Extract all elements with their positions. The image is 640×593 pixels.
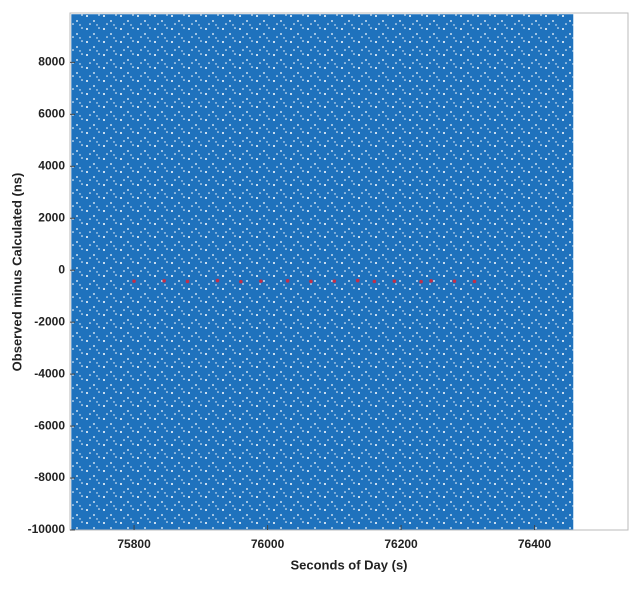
y-tick-label: 0 (58, 262, 65, 276)
data-point (472, 279, 477, 284)
data-point (372, 279, 377, 284)
data-point (259, 279, 263, 283)
y-tick-label: -8000 (34, 470, 65, 484)
data-point (162, 279, 166, 283)
y-tick-label: 6000 (38, 106, 65, 120)
y-axis-label: Observed minus Calculated (ns) (9, 173, 24, 372)
data-point (332, 279, 337, 283)
data-point (132, 279, 136, 283)
x-tick-label: 76200 (384, 537, 418, 551)
data-point (452, 279, 457, 283)
y-tick-label: -4000 (34, 366, 65, 380)
data-area (71, 14, 574, 530)
data-point (215, 278, 220, 283)
y-tick-label: -10000 (28, 522, 66, 536)
data-point (285, 279, 290, 283)
data-point (392, 279, 397, 283)
data-point (309, 279, 313, 284)
y-tick-label: 8000 (38, 55, 65, 69)
y-tick-label: -2000 (34, 314, 65, 328)
plot-frame (69, 12, 629, 531)
x-tick-label: 76400 (518, 537, 552, 551)
x-tick-label: 75800 (117, 537, 151, 551)
data-point (185, 279, 190, 284)
data-point (355, 278, 360, 283)
y-tick-label: 4000 (38, 158, 65, 172)
y-tick-label: -6000 (34, 418, 65, 432)
data-point (419, 279, 423, 284)
x-axis-label: Seconds of Day (s) (290, 557, 407, 572)
y-tick-label: 2000 (38, 210, 65, 224)
data-point (429, 279, 433, 283)
x-tick-label: 76000 (251, 537, 285, 551)
data-point (239, 279, 243, 284)
